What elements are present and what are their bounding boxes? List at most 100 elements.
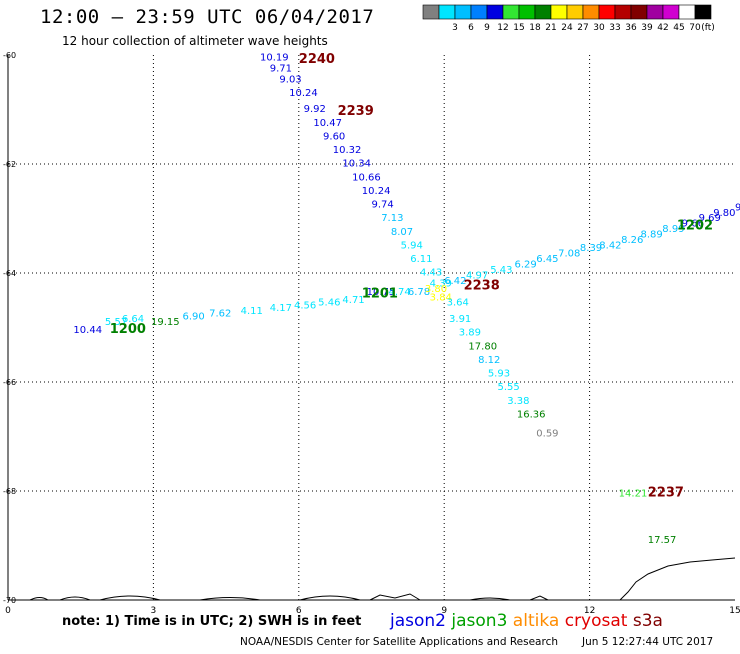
wave-height-label: 8.26 — [621, 235, 643, 246]
legend-swatch — [518, 4, 536, 20]
wave-height-label: 8.12 — [478, 355, 500, 366]
wave-height-label: 10.44 — [73, 325, 102, 336]
wave-height-label: 6.64 — [122, 314, 144, 325]
legend-swatch — [630, 4, 648, 20]
legend-label: 27 — [577, 23, 588, 33]
satellite-name-jason2: jason2 — [389, 611, 446, 631]
map-subtitle: 12 hour collection of altimeter wave hei… — [62, 34, 328, 48]
wave-height-label: 10.34 — [342, 159, 371, 170]
wave-height-label: 8.89 — [640, 230, 662, 241]
legend-label: 21 — [545, 23, 556, 33]
legend-label: 24 — [561, 23, 573, 33]
wave-height-label: 8.07 — [391, 227, 413, 238]
wave-height-label: 8.39 — [580, 243, 602, 254]
lat-tick-label: -66 — [3, 378, 16, 387]
wave-height-label: 7.62 — [209, 309, 231, 320]
wave-height-label: 4.97 — [466, 270, 488, 281]
track-time-label: 2238 — [464, 278, 500, 293]
wave-height-label: 10.66 — [352, 172, 381, 183]
wave-height-label: 5.55 — [498, 382, 520, 393]
wave-height-label: 7.13 — [381, 213, 403, 224]
wave-height-label: 5.57 — [105, 317, 127, 328]
wave-height-label: 5.46 — [318, 298, 340, 309]
wave-height-label: 4.74 — [388, 287, 410, 298]
map-title: 12:00 – 23:59 UTC 06/04/2017 — [40, 6, 375, 28]
wave-height-label: 3.91 — [449, 314, 471, 325]
legend-label: 45 — [673, 23, 684, 33]
satellite-name-altika: altika — [507, 611, 559, 631]
legend-label: 15 — [513, 23, 524, 33]
lon-tick-label: 0 — [5, 606, 11, 616]
graticule — [8, 55, 735, 600]
legend-label: 30 — [593, 23, 605, 33]
wave-height-label: 10.24 — [289, 88, 318, 99]
track-time-label: 1200 — [110, 322, 146, 337]
wave-height-label: 3.84 — [430, 292, 452, 303]
wave-height-label: 9.66 — [682, 219, 704, 230]
wave-height-label: 10.75 — [367, 287, 396, 298]
wave-height-label: 8.42 — [599, 240, 621, 251]
legend-label: 18 — [529, 23, 541, 33]
satellite-name-s3a: s3a — [627, 611, 663, 631]
wave-height-label: 9.71 — [270, 63, 292, 74]
legend-swatch — [582, 4, 600, 20]
track-time-label: 2239 — [338, 104, 374, 119]
wave-height-label: 9.80 — [713, 208, 735, 219]
wave-height-label: 6.45 — [536, 254, 558, 265]
legend-label: 70 — [689, 23, 701, 33]
track-time-label: 2240 — [299, 52, 335, 67]
wave-height-label: 4.17 — [270, 303, 292, 314]
plot-frame — [7, 55, 735, 601]
wave-height-label: 4.43 — [420, 268, 442, 279]
lat-tick-label: -60 — [3, 51, 16, 60]
wave-height-label: 5.93 — [488, 369, 510, 380]
wave-height-label: 10.47 — [313, 118, 342, 129]
wave-height-label: 9.8 — [735, 202, 740, 213]
footer-note: note: 1) Time is in UTC; 2) SWH is in fe… — [62, 614, 361, 629]
wave-height-label: 3.89 — [459, 328, 481, 339]
legend-swatch — [534, 4, 552, 20]
wave-height-label: 14.21 — [619, 488, 648, 499]
wave-height-label: 0.59 — [536, 429, 558, 440]
legend-swatch — [486, 4, 504, 20]
lon-tick-label: 15 — [729, 606, 740, 616]
wave-height-label: 17.57 — [648, 535, 677, 546]
wave-height-label: 6.42 — [444, 276, 466, 287]
lat-tick-label: -68 — [3, 487, 16, 496]
wave-height-label: 7.08 — [558, 249, 580, 260]
wave-height-label: 10.24 — [362, 186, 391, 197]
wave-height-label: 4.71 — [342, 295, 364, 306]
wave-height-label: 3.38 — [507, 396, 529, 407]
wave-height-label: 9.92 — [304, 104, 326, 115]
satellite-names: jason2 jason3 altika cryosat s3a — [389, 611, 663, 631]
legend-label: 36 — [625, 23, 637, 33]
track-time-label: 1202 — [677, 218, 713, 233]
legend-swatch — [614, 4, 632, 20]
lon-tick-label: 3 — [151, 606, 157, 616]
legend-label: 3 — [452, 23, 458, 33]
legend-swatch — [502, 4, 520, 20]
observation-labels: 10.199.719.03 10.24 9.92 10.47 9.60 10.32 10.3… — [73, 52, 740, 545]
wave-height-label: 9.74 — [372, 200, 394, 211]
legend-label: 39 — [641, 23, 653, 33]
lon-tick-label: 9 — [441, 606, 447, 616]
legend-swatch — [438, 4, 456, 20]
wave-height-label: 19.15 — [151, 317, 180, 328]
wave-height-label: 6.78 — [408, 287, 430, 298]
track-labels: 2240 2239 2238 2237 1200 1201 1202 — [110, 52, 713, 500]
wave-height-label: 9.03 — [279, 74, 301, 85]
satellite-name-jason3: jason3 — [446, 611, 507, 631]
lat-tick-label: -62 — [3, 160, 16, 169]
color-legend: 3 6 9 12 15 18 21 24 27 30 33 36 39 42 45 70 (ft) — [422, 4, 715, 33]
footer: note: 1) Time is in UTC; 2) SWH is in fe… — [62, 611, 713, 648]
wave-height-label: 3.80 — [425, 284, 447, 295]
wave-height-label: 16.36 — [517, 409, 546, 420]
wave-height-label: 5.43 — [490, 265, 512, 276]
coastline — [29, 557, 736, 601]
wave-height-label: 5.94 — [401, 240, 423, 251]
legend-swatch — [454, 4, 472, 20]
wave-height-label: 10.19 — [260, 52, 289, 63]
wave-height-label: 4.39 — [430, 279, 452, 290]
lon-tick-label: 12 — [584, 606, 595, 616]
